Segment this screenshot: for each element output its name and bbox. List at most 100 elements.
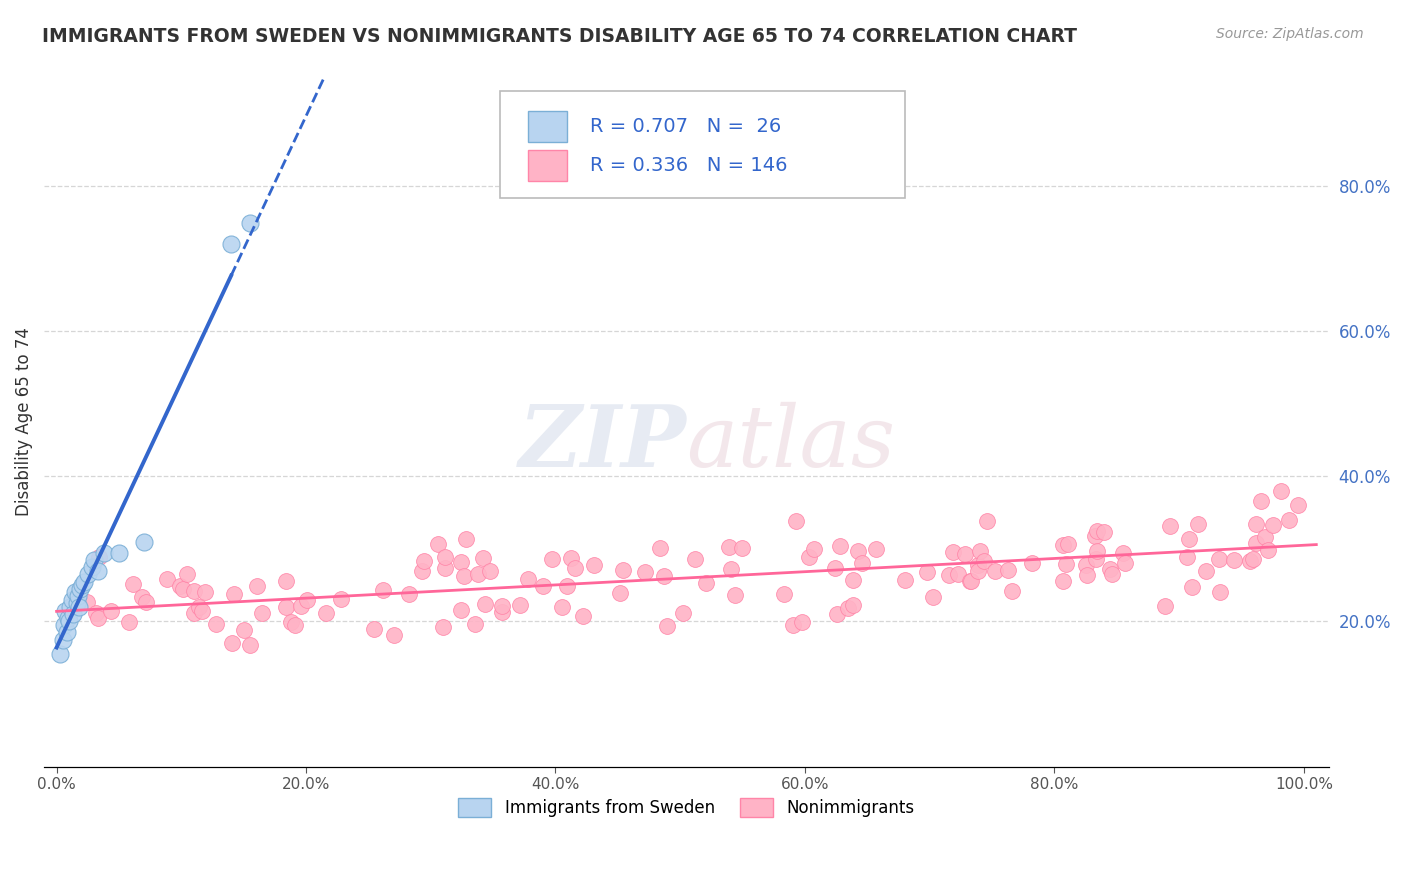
Point: [724, 588, 747, 602]
Point: [233, 623, 256, 637]
Point: [1208, 551, 1230, 566]
Point: [67, 599, 90, 614]
Point: [62, 607, 84, 622]
Point: [433, 561, 456, 575]
Point: [432, 620, 454, 634]
Point: [560, 551, 582, 566]
Point: [516, 572, 538, 586]
Point: [851, 556, 873, 570]
Point: [183, 607, 205, 621]
Point: [52, 632, 75, 647]
Point: [655, 618, 678, 632]
Point: [718, 540, 741, 554]
Point: [1052, 538, 1074, 552]
Point: [915, 566, 938, 580]
Point: [284, 618, 307, 632]
Point: [1057, 537, 1080, 551]
Point: [219, 237, 242, 252]
Point: [49, 647, 72, 661]
Point: [1257, 543, 1279, 558]
Point: [280, 615, 302, 630]
Text: IMMIGRANTS FROM SWEDEN VS NONIMMIGRANTS DISABILITY AGE 65 TO 74 CORRELATION CHAR: IMMIGRANTS FROM SWEDEN VS NONIMMIGRANTS …: [42, 27, 1077, 45]
Point: [239, 215, 262, 229]
Point: [865, 542, 887, 557]
Point: [797, 549, 820, 564]
Point: [772, 587, 794, 601]
Point: [176, 566, 198, 581]
Point: [246, 579, 269, 593]
FancyBboxPatch shape: [501, 91, 905, 198]
Point: [953, 547, 976, 561]
Point: [371, 582, 394, 597]
Point: [582, 558, 605, 572]
Point: [942, 545, 965, 559]
Point: [1270, 483, 1292, 498]
Point: [329, 591, 352, 606]
Point: [842, 573, 865, 587]
Point: [60, 592, 83, 607]
Y-axis label: Disability Age 65 to 74: Disability Age 65 to 74: [15, 327, 32, 516]
Point: [135, 594, 157, 608]
Point: [76, 594, 98, 608]
Point: [685, 551, 707, 566]
Point: [156, 572, 179, 586]
Point: [478, 564, 501, 578]
Point: [785, 514, 807, 528]
Point: [509, 598, 531, 612]
Point: [183, 583, 205, 598]
Point: [695, 576, 717, 591]
Point: [1112, 546, 1135, 560]
Point: [474, 597, 496, 611]
Point: [1092, 524, 1115, 539]
Point: [93, 545, 115, 559]
Point: [491, 599, 513, 613]
Point: [1085, 544, 1108, 558]
Point: [56, 611, 79, 625]
Point: [976, 514, 998, 528]
Point: [450, 555, 472, 569]
Point: [491, 606, 513, 620]
Point: [841, 598, 863, 612]
Point: [550, 599, 572, 614]
Point: [411, 564, 433, 578]
Point: [65, 596, 87, 610]
Point: [398, 587, 420, 601]
Point: [967, 558, 990, 572]
Point: [973, 554, 995, 568]
Point: [274, 600, 297, 615]
Point: [412, 554, 434, 568]
Point: [108, 545, 131, 559]
Text: Source: ZipAtlas.com: Source: ZipAtlas.com: [1216, 27, 1364, 41]
Point: [837, 600, 859, 615]
Point: [1241, 552, 1264, 566]
Point: [450, 603, 472, 617]
Point: [76, 567, 98, 582]
Point: [69, 582, 91, 596]
Point: [65, 585, 87, 599]
Point: [921, 590, 943, 604]
Point: [1085, 524, 1108, 539]
Point: [59, 599, 82, 614]
Point: [382, 628, 405, 642]
Point: [132, 534, 155, 549]
Point: [191, 604, 214, 618]
Point: [572, 608, 595, 623]
Point: [427, 537, 450, 551]
Point: [222, 587, 245, 601]
Point: [315, 607, 337, 621]
Point: [86, 606, 108, 620]
Point: [471, 550, 494, 565]
Point: [564, 561, 586, 575]
Text: ZIP: ZIP: [519, 401, 686, 484]
Point: [803, 541, 825, 556]
Point: [1175, 549, 1198, 564]
Point: [1239, 553, 1261, 567]
Point: [720, 562, 742, 576]
Point: [55, 625, 77, 640]
Text: R = 0.707   N =  26: R = 0.707 N = 26: [591, 117, 782, 136]
Text: atlas: atlas: [686, 401, 896, 484]
Point: [612, 564, 634, 578]
Point: [467, 567, 489, 582]
Point: [66, 589, 89, 603]
Point: [87, 564, 110, 578]
